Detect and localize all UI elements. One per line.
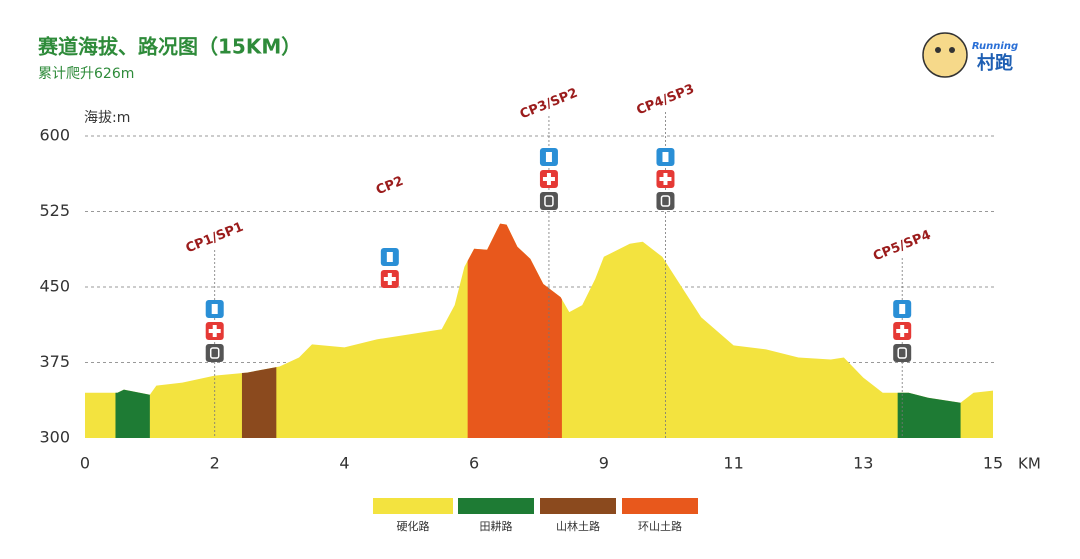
icon-toilet — [897, 347, 907, 359]
icon-cup — [545, 152, 552, 162]
x-tick-label: 4 — [339, 454, 349, 473]
legend-swatch — [458, 498, 534, 514]
legend-label: 硬化路 — [397, 519, 430, 533]
logo-eye — [949, 47, 955, 53]
legend-swatch — [373, 498, 453, 514]
y-tick-label: 450 — [39, 277, 70, 296]
y-tick-label: 300 — [39, 428, 70, 447]
icon-toilet — [660, 195, 671, 207]
legend-swatch — [622, 498, 698, 514]
chart-title: 赛道海拔、路况图（15KM） — [37, 35, 301, 59]
surface-section — [897, 392, 961, 438]
legend-label: 山林土路 — [556, 519, 600, 533]
x-axis-unit: KM — [1018, 455, 1041, 473]
icon-cross — [383, 277, 396, 281]
logo-text: 村跑 — [977, 52, 1013, 74]
icon-cup — [211, 304, 218, 314]
surface-section — [241, 367, 277, 438]
service-icon — [539, 192, 558, 210]
y-tick-label: 525 — [39, 201, 70, 220]
icon-cross — [208, 329, 221, 333]
surface-section — [115, 389, 150, 438]
icon-toilet — [209, 347, 220, 359]
legend-label: 环山土路 — [638, 520, 682, 533]
icon-cup — [386, 252, 393, 262]
surface-section — [467, 223, 562, 438]
legend-label: 田耕路 — [480, 519, 513, 533]
icon-cross — [542, 177, 555, 181]
y-tick-label: 375 — [39, 352, 70, 371]
icon-cross — [896, 329, 909, 333]
x-tick-label: 0 — [80, 454, 90, 473]
x-tick-label: 13 — [853, 454, 873, 473]
logo: Running 村跑 — [922, 32, 1018, 78]
icon-toilet — [544, 195, 554, 207]
x-tick-label: 15 — [983, 454, 1003, 473]
y-axis-label: 海拔:m — [84, 110, 130, 126]
x-tick-label: 6 — [469, 454, 479, 473]
x-tick-label: 2 — [210, 454, 220, 473]
x-tick-label: 9 — [599, 454, 609, 473]
service-icon — [205, 344, 224, 362]
icon-cup — [899, 304, 906, 314]
x-tick-label: 11 — [723, 454, 743, 473]
logo-eye — [935, 47, 941, 53]
icon-cross — [659, 177, 672, 181]
y-tick-label: 600 — [39, 126, 70, 145]
icon-cup — [662, 152, 669, 162]
legend-swatch — [540, 498, 616, 514]
chart-subtitle: 累计爬升626m — [38, 66, 134, 82]
service-icon — [893, 344, 912, 362]
logo-mascot — [922, 32, 968, 78]
service-icon — [656, 192, 675, 210]
logo-subtext: Running — [972, 41, 1018, 52]
